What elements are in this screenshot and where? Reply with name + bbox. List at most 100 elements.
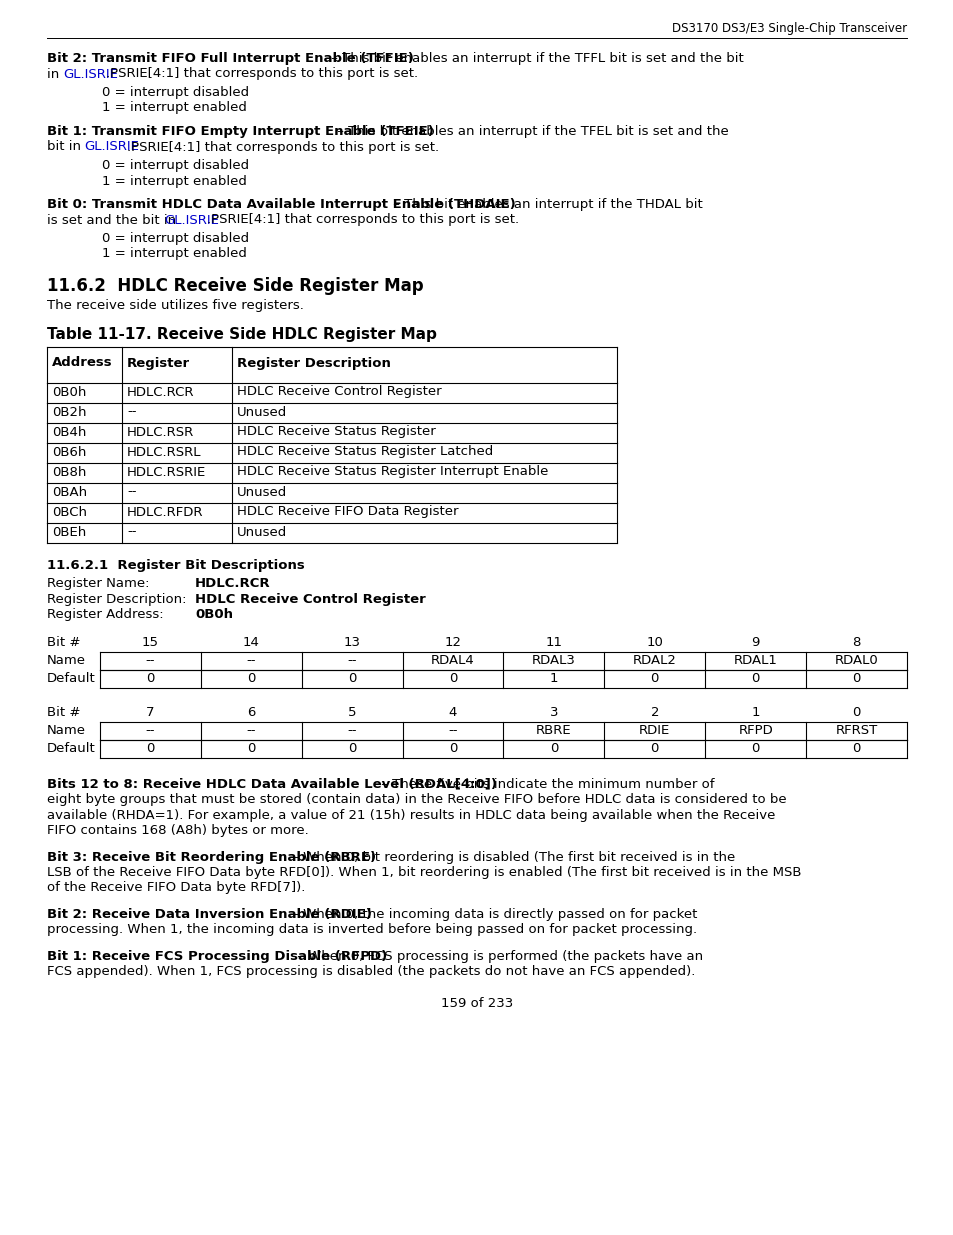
Text: – These five bits indicate the minimum number of: – These five bits indicate the minimum n… — [377, 778, 714, 790]
Text: 3: 3 — [549, 706, 558, 720]
Text: available (RHDA=1). For example, a value of 21 (15h) results in HDLC data being : available (RHDA=1). For example, a value… — [47, 809, 775, 821]
Text: Register: Register — [127, 357, 190, 369]
Text: RDIE: RDIE — [639, 725, 670, 737]
Text: .PSRIE[4:1] that corresponds to this port is set.: .PSRIE[4:1] that corresponds to this por… — [106, 68, 417, 80]
Text: 0B2h: 0B2h — [52, 405, 87, 419]
Text: --: -- — [347, 725, 356, 737]
Text: RBRE: RBRE — [536, 725, 571, 737]
Text: --: -- — [127, 485, 136, 499]
Text: --: -- — [146, 655, 155, 667]
Text: Bit 1: Transmit FIFO Empty Interrupt Enable (TFEIE): Bit 1: Transmit FIFO Empty Interrupt Ena… — [47, 125, 434, 138]
Text: HDLC.RSRIE: HDLC.RSRIE — [127, 466, 206, 478]
Text: 13: 13 — [343, 636, 360, 650]
Text: 0: 0 — [348, 742, 356, 756]
Text: RFRST: RFRST — [835, 725, 877, 737]
Text: 0 = interrupt disabled: 0 = interrupt disabled — [102, 86, 249, 99]
Text: HDLC.RSR: HDLC.RSR — [127, 426, 194, 438]
Text: Name: Name — [47, 725, 86, 737]
Text: 0B8h: 0B8h — [52, 466, 87, 478]
Text: 0: 0 — [549, 742, 558, 756]
Text: 0B6h: 0B6h — [52, 446, 87, 458]
Text: 0: 0 — [851, 673, 860, 685]
Text: RDAL2: RDAL2 — [632, 655, 676, 667]
Text: FCS appended). When 1, FCS processing is disabled (the packets do not have an FC: FCS appended). When 1, FCS processing is… — [47, 966, 695, 978]
Text: Table 11-17. Receive Side HDLC Register Map: Table 11-17. Receive Side HDLC Register … — [47, 326, 436, 342]
Text: Register Description:: Register Description: — [47, 593, 186, 605]
Text: Default: Default — [47, 673, 95, 685]
Text: bit in: bit in — [47, 141, 85, 153]
Text: RDAL4: RDAL4 — [431, 655, 475, 667]
Text: RDAL3: RDAL3 — [532, 655, 576, 667]
Text: 0B0h: 0B0h — [194, 608, 233, 621]
Text: 0 = interrupt disabled: 0 = interrupt disabled — [102, 232, 249, 245]
Text: – This bit enables an interrupt if the TFFL bit is set and the bit: – This bit enables an interrupt if the T… — [327, 52, 743, 65]
Text: 4: 4 — [449, 706, 456, 720]
Text: Default: Default — [47, 742, 95, 756]
Text: .PSRIE[4:1] that corresponds to this port is set.: .PSRIE[4:1] that corresponds to this por… — [207, 214, 518, 226]
Text: in: in — [47, 68, 64, 80]
Text: Bit 2: Receive Data Inversion Enable (RDIE): Bit 2: Receive Data Inversion Enable (RD… — [47, 908, 372, 921]
Text: – This bit enables an interrupt if the THDAL bit: – This bit enables an interrupt if the T… — [388, 198, 701, 211]
Text: Register Address:: Register Address: — [47, 608, 164, 621]
Text: Bit #: Bit # — [47, 636, 80, 650]
Text: HDLC Receive Status Register: HDLC Receive Status Register — [236, 426, 436, 438]
Text: 0: 0 — [247, 673, 255, 685]
Text: Address: Address — [52, 357, 112, 369]
Text: 0: 0 — [851, 742, 860, 756]
Text: eight byte groups that must be stored (contain data) in the Receive FIFO before : eight byte groups that must be stored (c… — [47, 793, 786, 806]
Text: 0: 0 — [146, 742, 154, 756]
Text: 0: 0 — [751, 673, 760, 685]
Text: Bit 1: Receive FCS Processing Disable (RFPD): Bit 1: Receive FCS Processing Disable (R… — [47, 950, 387, 963]
Text: – When 0, FCS processing is performed (the packets have an: – When 0, FCS processing is performed (t… — [294, 950, 702, 963]
Text: 5: 5 — [348, 706, 356, 720]
Text: processing. When 1, the incoming data is inverted before being passed on for pac: processing. When 1, the incoming data is… — [47, 924, 697, 936]
Text: 1: 1 — [549, 673, 558, 685]
Text: HDLC Receive Status Register Interrupt Enable: HDLC Receive Status Register Interrupt E… — [236, 466, 548, 478]
Text: Register Description: Register Description — [236, 357, 391, 369]
Text: LSB of the Receive FIFO Data byte RFD[0]). When 1, bit reordering is enabled (Th: LSB of the Receive FIFO Data byte RFD[0]… — [47, 866, 801, 879]
Text: Bit #: Bit # — [47, 706, 80, 720]
Text: RDAL0: RDAL0 — [834, 655, 878, 667]
Text: 9: 9 — [751, 636, 760, 650]
Text: 0: 0 — [146, 673, 154, 685]
Text: – When 0, the incoming data is directly passed on for packet: – When 0, the incoming data is directly … — [288, 908, 697, 921]
Text: 11.6.2.1  Register Bit Descriptions: 11.6.2.1 Register Bit Descriptions — [47, 558, 304, 572]
Text: 0: 0 — [650, 673, 659, 685]
Text: 0: 0 — [650, 742, 659, 756]
Text: 0: 0 — [449, 742, 456, 756]
Text: HDLC Receive FIFO Data Register: HDLC Receive FIFO Data Register — [236, 505, 458, 519]
Text: --: -- — [246, 655, 255, 667]
Text: HDLC Receive Status Register Latched: HDLC Receive Status Register Latched — [236, 446, 493, 458]
Text: 0B0h: 0B0h — [52, 385, 87, 399]
Text: 6: 6 — [247, 706, 255, 720]
Text: .PSRIE[4:1] that corresponds to this port is set.: .PSRIE[4:1] that corresponds to this por… — [127, 141, 438, 153]
Text: FIFO contains 168 (A8h) bytes or more.: FIFO contains 168 (A8h) bytes or more. — [47, 824, 309, 837]
Text: is set and the bit in: is set and the bit in — [47, 214, 180, 226]
Text: Bit 0: Transmit HDLC Data Available Interrupt Enable (THDAIE): Bit 0: Transmit HDLC Data Available Inte… — [47, 198, 516, 211]
Text: --: -- — [146, 725, 155, 737]
Text: --: -- — [127, 405, 136, 419]
Text: RFPD: RFPD — [738, 725, 772, 737]
Text: HDLC Receive Control Register: HDLC Receive Control Register — [236, 385, 441, 399]
Text: --: -- — [448, 725, 457, 737]
Text: Bit 3: Receive Bit Reordering Enable (RBRE): Bit 3: Receive Bit Reordering Enable (RB… — [47, 851, 375, 863]
Text: – When 0, bit reordering is disabled (The first bit received is in the: – When 0, bit reordering is disabled (Th… — [288, 851, 734, 863]
Text: HDLC.RCR: HDLC.RCR — [194, 577, 271, 590]
Text: HDLC.RCR: HDLC.RCR — [127, 385, 194, 399]
Text: 1 = interrupt enabled: 1 = interrupt enabled — [102, 101, 247, 115]
Text: RDAL1: RDAL1 — [733, 655, 777, 667]
Text: HDLC Receive Control Register: HDLC Receive Control Register — [194, 593, 425, 605]
Text: 0: 0 — [449, 673, 456, 685]
Text: --: -- — [347, 655, 356, 667]
Text: 159 of 233: 159 of 233 — [440, 997, 513, 1010]
Text: Bits 12 to 8: Receive HDLC Data Available Level (RDAL[4:0]): Bits 12 to 8: Receive HDLC Data Availabl… — [47, 778, 497, 790]
Text: 1 = interrupt enabled: 1 = interrupt enabled — [102, 247, 247, 261]
Text: 12: 12 — [444, 636, 461, 650]
Text: HDLC.RFDR: HDLC.RFDR — [127, 505, 203, 519]
Text: 7: 7 — [146, 706, 154, 720]
Text: 0: 0 — [851, 706, 860, 720]
Text: 0: 0 — [247, 742, 255, 756]
Text: 0 = interrupt disabled: 0 = interrupt disabled — [102, 159, 249, 172]
Text: 0B4h: 0B4h — [52, 426, 87, 438]
Text: 1: 1 — [751, 706, 760, 720]
